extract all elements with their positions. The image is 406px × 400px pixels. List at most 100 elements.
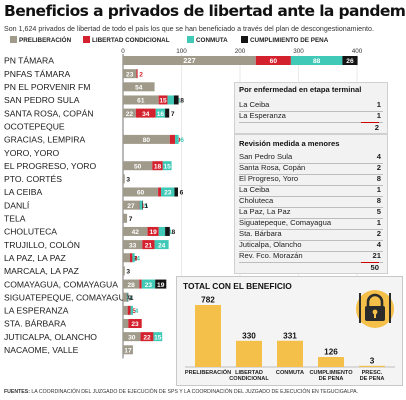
row-label: Siguatepeque, Comayagua bbox=[239, 218, 332, 227]
total-bar bbox=[236, 340, 262, 367]
bar-segment-conmuta bbox=[161, 187, 175, 197]
row-label: Santa Rosa, Copán bbox=[239, 163, 306, 172]
row-value: 1 bbox=[376, 100, 381, 109]
bar-segment-libertad-condicional bbox=[169, 134, 176, 144]
bar-segment-conmuta bbox=[155, 108, 166, 118]
data-label: 26 bbox=[346, 58, 354, 65]
data-label: 2 bbox=[139, 71, 143, 78]
row-value: 1 bbox=[376, 185, 381, 194]
legend-swatch bbox=[83, 36, 90, 43]
row-value: 1 bbox=[376, 218, 381, 227]
data-label: 9 bbox=[177, 137, 181, 144]
bar-segment-preliberacion bbox=[123, 82, 155, 92]
total-value-label: 330 bbox=[242, 331, 256, 340]
bar-segment-conmuta bbox=[132, 253, 135, 263]
data-label: 30 bbox=[128, 334, 136, 341]
bar-segment-libertad-condicional bbox=[128, 319, 142, 328]
bar-segment-libertad-condicional bbox=[152, 161, 163, 171]
data-label: 22 bbox=[143, 334, 151, 341]
legend-item-cumplimiento: CUMPLIMIENTO DE PENA bbox=[241, 36, 328, 44]
data-label: 17 bbox=[124, 348, 132, 355]
bar-segment-conmuta bbox=[290, 56, 343, 65]
bar-segment-preliberacion bbox=[123, 200, 139, 210]
data-label: 7 bbox=[171, 111, 175, 118]
row-value: 21 bbox=[372, 251, 381, 260]
bar-segment-cumplimiento bbox=[142, 200, 143, 210]
bar-segment-libertad-condicional bbox=[158, 187, 162, 197]
row-label: Sta. Bárbara bbox=[239, 229, 282, 238]
legend-label: CUMPLIMIENTO DE PENA bbox=[250, 37, 329, 44]
total-bar bbox=[318, 357, 344, 367]
data-label: 28 bbox=[128, 282, 136, 289]
bar-segment-libertad-condicional bbox=[139, 279, 142, 289]
legend-label: PRELIBERACIÓN bbox=[19, 37, 72, 44]
data-label: 23 bbox=[126, 71, 134, 78]
data-label: 1 bbox=[129, 295, 133, 302]
data-label: 5 bbox=[132, 308, 136, 315]
category-label: SANTA ROSA, COPÁN bbox=[4, 108, 94, 118]
bar-segment-libertad-condicional bbox=[136, 69, 138, 79]
bar-segment-libertad-condicional bbox=[138, 200, 140, 210]
data-label: 61 bbox=[137, 98, 145, 105]
data-label: 5 bbox=[144, 203, 148, 210]
data-label: 7 bbox=[129, 295, 133, 302]
legend: PRELIBERACIÓN LIBERTAD CONDICIONAL CONMU… bbox=[4, 36, 404, 46]
bar-segment-libertad-condicional bbox=[135, 108, 156, 118]
total-value-label: 126 bbox=[324, 348, 338, 357]
minors-row: Choluteca 8 bbox=[239, 196, 383, 208]
minors-panel-title: Revisión medida a menores bbox=[239, 139, 340, 148]
data-label: 4 bbox=[134, 255, 138, 262]
bar-segment-libertad-condicional bbox=[158, 95, 168, 105]
total-value-label: 331 bbox=[283, 331, 297, 340]
legend-swatch bbox=[241, 36, 248, 43]
bar-segment-cumplimiento bbox=[174, 187, 178, 197]
data-label: 6 bbox=[180, 190, 184, 197]
row-label: El Progreso, Yoro bbox=[239, 174, 299, 183]
category-label: MARCALA, LA PAZ bbox=[4, 266, 79, 276]
total-category-label: PRESC. DE PENA bbox=[360, 370, 385, 382]
data-label: 23 bbox=[131, 321, 139, 328]
bar-segment-preliberacion bbox=[123, 305, 128, 315]
bar-segment-libertad-condicional bbox=[130, 253, 133, 263]
legend-item-libertad-condicional: LIBERTAD CONDICIONAL bbox=[83, 36, 170, 44]
category-label: DANLÍ bbox=[4, 200, 30, 210]
row-value: 1 bbox=[376, 111, 381, 120]
bar-segment-preliberacion bbox=[123, 69, 137, 79]
bar-segment-libertad-condicional bbox=[140, 332, 154, 342]
bar-segment-preliberacion bbox=[123, 161, 153, 171]
data-label: 18 bbox=[154, 163, 162, 170]
data-label: 15 bbox=[163, 163, 171, 170]
data-label: 21 bbox=[145, 242, 153, 249]
headline: Beneficios a privados de libertad ante l… bbox=[4, 2, 406, 20]
legend-item-preliberacion: PRELIBERACIÓN bbox=[10, 36, 71, 44]
bar-segment-conmuta bbox=[127, 292, 128, 302]
row-label: La Ceiba bbox=[239, 185, 270, 194]
data-label: 88 bbox=[313, 58, 321, 65]
category-label: SIGUATEPEQUE, COMAYAGUA bbox=[4, 292, 131, 302]
data-label: 19 bbox=[157, 282, 165, 289]
minors-row: El Progreso, Yoro 8 bbox=[239, 174, 383, 186]
row-value: 8 bbox=[376, 196, 381, 205]
category-label: TRUJILLO, COLÓN bbox=[4, 240, 80, 250]
data-label: 1 bbox=[141, 203, 145, 210]
terminal-total: 2 bbox=[361, 122, 379, 132]
data-label: 3 bbox=[126, 269, 130, 276]
category-label: STA. BÁRBARA bbox=[4, 319, 66, 329]
bar-segment-libertad-condicional bbox=[147, 226, 159, 236]
data-label: 24 bbox=[158, 242, 166, 249]
category-label: JUTICALPA, OLANCHO bbox=[4, 332, 97, 342]
bar-segment-preliberacion bbox=[123, 108, 136, 118]
total-category-label: CONMUTA bbox=[276, 370, 304, 376]
row-label: La Paz, La Paz bbox=[239, 207, 291, 216]
minors-total: 50 bbox=[361, 262, 379, 272]
total-value-label: 782 bbox=[201, 296, 215, 305]
total-bar bbox=[195, 305, 221, 367]
bar-segment-preliberacion bbox=[123, 240, 143, 250]
minors-row: Santa Rosa, Copán 2 bbox=[239, 163, 383, 175]
bar-segment-conmuta bbox=[141, 279, 156, 289]
category-label: GRACIAS, LEMPIRA bbox=[4, 135, 85, 145]
minors-row: San Pedro Sula 4 bbox=[239, 152, 383, 164]
row-value: 4 bbox=[376, 240, 381, 249]
data-label: 34 bbox=[142, 111, 150, 118]
